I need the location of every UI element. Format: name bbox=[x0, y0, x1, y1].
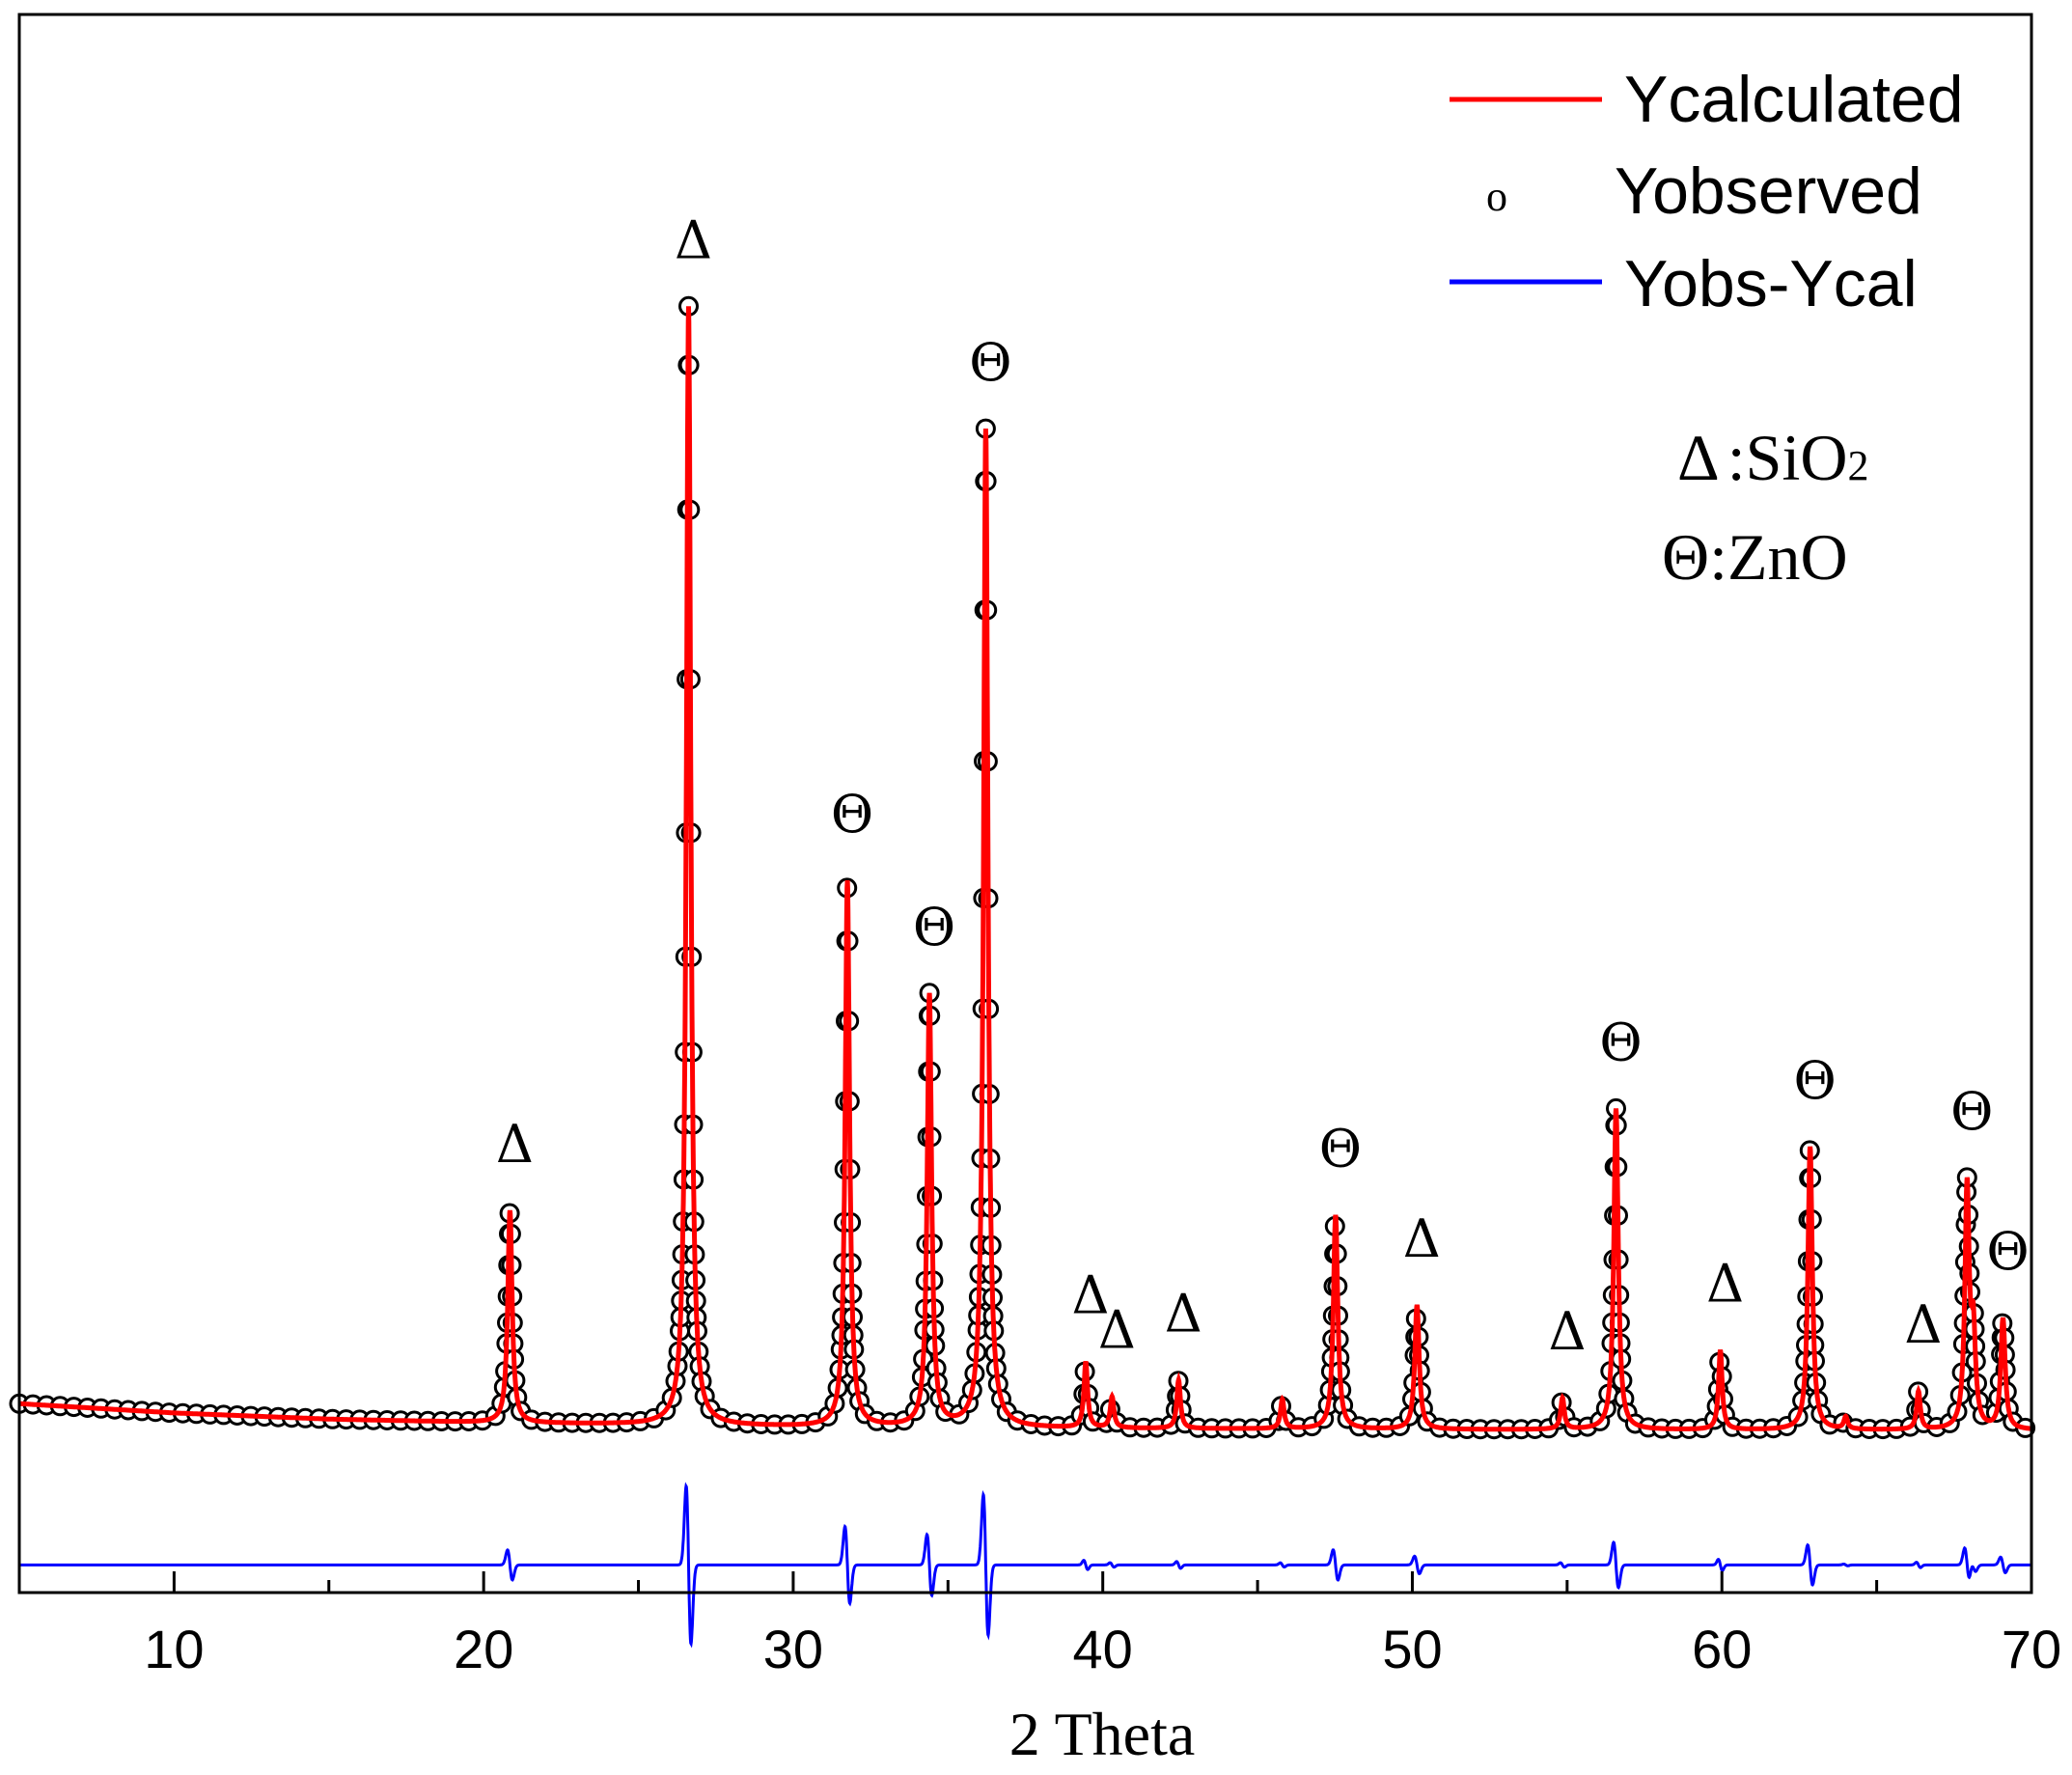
peak-marker-sio2: Δ bbox=[1706, 1254, 1744, 1315]
phase-key-sio2: Δ:SiO2 bbox=[1677, 421, 1868, 494]
legend-label-yobserved: Yobserved bbox=[1615, 154, 1922, 228]
plot-frame bbox=[17, 13, 2033, 1595]
phase-key: Δ:SiO2 Θ:ZnO bbox=[1662, 421, 1868, 594]
peak-marker-sio2: Δ bbox=[1403, 1208, 1441, 1269]
peak-marker-sio2: Δ bbox=[675, 209, 712, 270]
phase-key-zno-symbol: Θ bbox=[1662, 520, 1709, 594]
peak-marker-zno: Θ bbox=[1599, 1012, 1642, 1072]
peak-marker-zno: Θ bbox=[831, 784, 873, 845]
x-tick-label: 70 bbox=[2002, 1619, 2061, 1679]
x-axis-title: 2 Theta bbox=[1009, 1700, 1196, 1768]
series-yobs-ycal bbox=[19, 1482, 2031, 1649]
x-tick-label: 30 bbox=[763, 1619, 823, 1679]
peak-marker-zno: Θ bbox=[1986, 1221, 2029, 1282]
legend: Ycalculated o Yobserved Yobs-Ycal bbox=[1450, 63, 1964, 320]
x-tick-label: 50 bbox=[1382, 1619, 1442, 1679]
x-tick-label: 20 bbox=[454, 1619, 513, 1679]
peak-marker-zno: Θ bbox=[1950, 1081, 1993, 1142]
peak-marker-zno: Θ bbox=[913, 897, 955, 957]
plot-area bbox=[9, 295, 2036, 1649]
phase-key-zno: Θ:ZnO bbox=[1662, 520, 1848, 594]
legend-label-ycalculated: Ycalculated bbox=[1624, 63, 1964, 136]
peak-marker-sio2: Δ bbox=[1072, 1265, 1110, 1326]
legend-label-yobs-ycal: Yobs-Ycal bbox=[1624, 247, 1918, 320]
series-ycalculated bbox=[19, 306, 2032, 1432]
phase-key-sio2-label: :SiO bbox=[1727, 421, 1848, 494]
phase-key-zno-label: :ZnO bbox=[1709, 520, 1848, 594]
phase-key-sio2-symbol: Δ bbox=[1677, 421, 1720, 494]
peak-marker-sio2: Δ bbox=[1098, 1300, 1136, 1361]
x-axis-ticks: 10 20 30 40 50 60 70 bbox=[17, 1571, 2061, 1679]
legend-swatch-yobserved: o bbox=[1486, 173, 1507, 220]
peak-marker-sio2: Δ bbox=[1549, 1301, 1587, 1362]
peak-marker-sio2: Δ bbox=[1165, 1284, 1202, 1345]
peak-marker-sio2: Δ bbox=[496, 1114, 534, 1175]
x-tick-label: 60 bbox=[1692, 1619, 1752, 1679]
phase-key-sio2-subscript: 2 bbox=[1847, 442, 1868, 489]
x-tick-label: 40 bbox=[1073, 1619, 1133, 1679]
peak-marker-zno: Θ bbox=[1794, 1050, 1837, 1111]
fitted-lines bbox=[19, 306, 2032, 1649]
peak-marker-zno: Θ bbox=[969, 332, 1011, 393]
peak-marker-sio2: Δ bbox=[1904, 1294, 1942, 1355]
x-tick-label: 10 bbox=[144, 1619, 204, 1679]
peak-marker-zno: Θ bbox=[1319, 1119, 1362, 1179]
